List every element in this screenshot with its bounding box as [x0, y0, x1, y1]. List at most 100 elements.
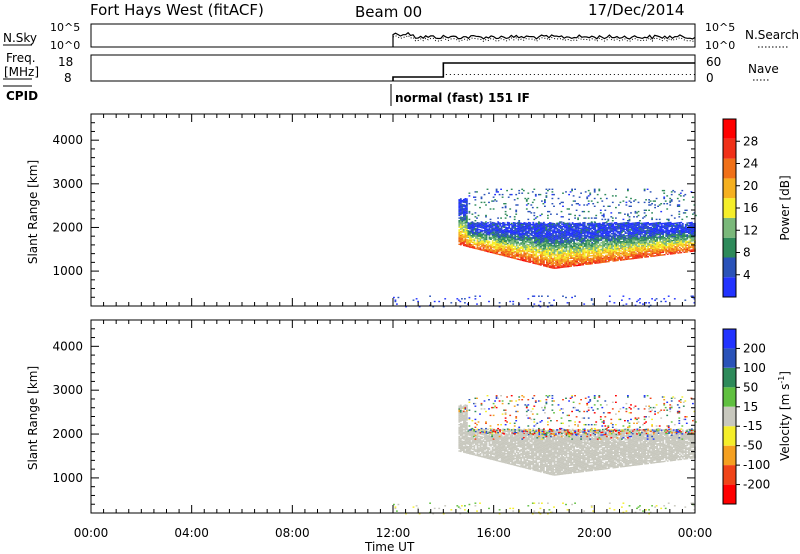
power-cell [579, 264, 581, 266]
velocity-cell [464, 425, 467, 427]
power-cell [600, 235, 603, 237]
power-cell [550, 235, 553, 237]
power-cell [491, 246, 494, 249]
power-cell [506, 234, 509, 237]
power-cell [510, 193, 513, 196]
power-cell [458, 238, 461, 240]
power-cell [464, 234, 467, 237]
power-cell [496, 227, 498, 229]
power-cell [588, 255, 591, 257]
power-cell [678, 230, 681, 232]
velocity-cell [463, 440, 465, 443]
power-cell [603, 232, 606, 234]
power-cell [636, 232, 639, 234]
power-cell [547, 234, 550, 237]
power-cell [562, 259, 565, 262]
power-cell [503, 249, 506, 252]
power-cell [496, 244, 498, 246]
power-cell [561, 256, 563, 258]
power-cell [530, 239, 533, 242]
power-cell [651, 234, 654, 236]
power-cell [540, 260, 542, 262]
power-cell [500, 254, 503, 256]
power-cell [623, 259, 625, 261]
power-cell [684, 242, 687, 244]
power-cell [470, 241, 473, 243]
power-cell [592, 244, 595, 246]
power-cell [596, 193, 599, 196]
power-cell [609, 250, 612, 252]
power-cell [463, 235, 465, 237]
power-cell [529, 236, 532, 239]
power-cell [607, 232, 610, 234]
power-cell [574, 264, 577, 267]
power-cell [473, 222, 475, 225]
power-cell [535, 226, 538, 228]
power-cell [674, 247, 677, 249]
power-cell [555, 249, 557, 251]
power-cell [604, 261, 607, 263]
power-cell [604, 218, 607, 221]
power-cell [512, 233, 515, 236]
power-cell [532, 261, 535, 263]
power-cell [597, 262, 600, 264]
power-cell [606, 233, 609, 235]
power-cell [610, 222, 613, 224]
power-cell [478, 231, 480, 233]
power-cell [651, 217, 653, 219]
velocity-cell [466, 427, 468, 429]
power-cell [574, 232, 577, 234]
power-cell [653, 238, 655, 240]
power-cell [626, 257, 628, 259]
power-cell [538, 233, 541, 236]
power-cell [500, 229, 503, 231]
power-cell [633, 200, 635, 202]
power-cell [544, 258, 547, 261]
power-cell [686, 225, 689, 227]
velocity-cell [459, 437, 462, 439]
power-cell [686, 236, 689, 239]
power-cell [659, 238, 662, 241]
power-cell [657, 222, 659, 225]
power-cell [681, 242, 684, 244]
power-cell [645, 232, 648, 234]
power-cell [674, 226, 677, 228]
power-cell [675, 234, 678, 236]
power-cell [491, 200, 493, 202]
power-cell [467, 234, 470, 236]
power-cell [470, 244, 473, 246]
power-cell [650, 236, 652, 238]
power-cell [668, 222, 671, 224]
velocity-cell [473, 433, 476, 435]
power-cell [650, 226, 652, 229]
power-cell [629, 251, 631, 254]
power-cell [688, 240, 690, 242]
power-cell [487, 240, 489, 242]
power-cell [571, 236, 574, 238]
power-cell [570, 232, 572, 235]
power-cell [660, 247, 663, 250]
power-cell [689, 235, 692, 237]
power-cell [485, 238, 488, 241]
power-cell [662, 233, 665, 235]
power-cell [487, 231, 489, 233]
velocity-cell [458, 417, 461, 419]
power-cell [535, 259, 538, 261]
power-cell [496, 253, 498, 255]
power-cell [535, 257, 538, 260]
velocity-cell [470, 444, 473, 446]
power-cell [600, 244, 603, 247]
power-cell [644, 248, 646, 250]
power-cell [656, 245, 658, 248]
power-cell [570, 244, 572, 246]
power-cell [683, 251, 686, 253]
power-cell [497, 239, 500, 241]
power-cell [529, 245, 532, 248]
velocity-cell [470, 445, 473, 447]
power-cell [517, 233, 520, 236]
power-cell [582, 227, 585, 229]
power-cell [533, 248, 536, 250]
power-cell [615, 188, 617, 190]
power-cell [463, 243, 465, 245]
power-cell [503, 236, 506, 239]
